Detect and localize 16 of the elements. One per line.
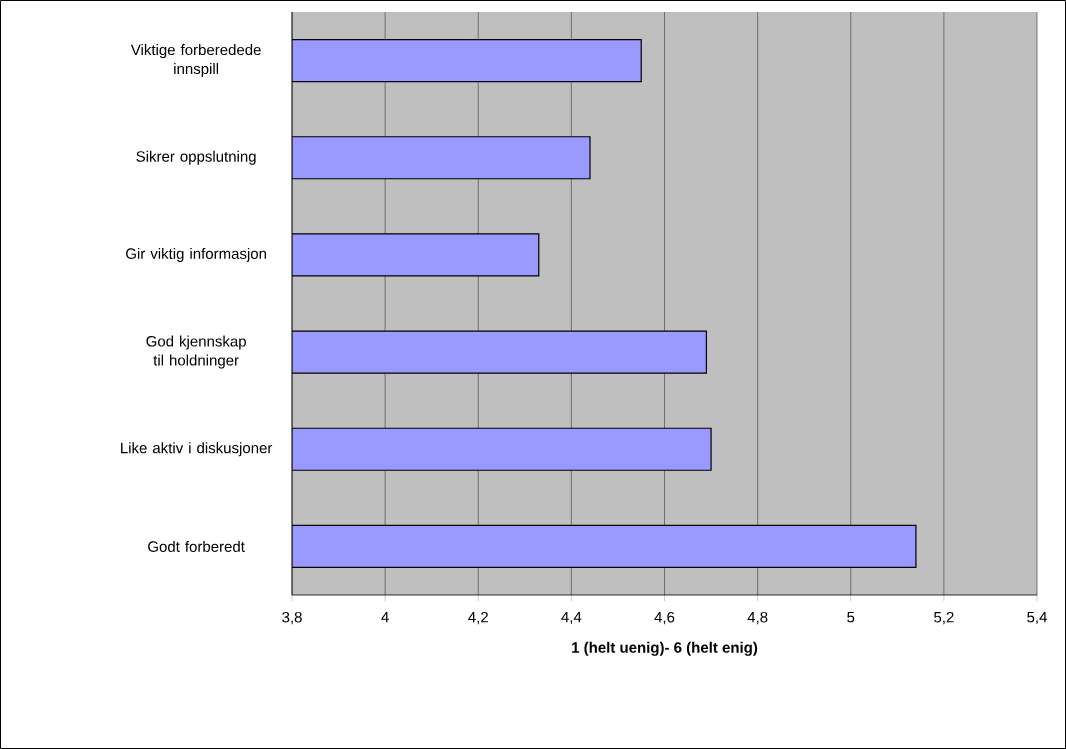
y-tick-label: Like aktiv i diskusjoner — [121, 442, 273, 457]
x-tick-label: 4,4 — [561, 611, 582, 625]
y-tick-label: God kjennskap til holdninger — [146, 335, 246, 369]
x-tick-label: 5,2 — [934, 611, 954, 625]
x-axis-title: 1 (helt uenig)- 6 (helt enig) — [572, 641, 758, 656]
y-tick-label: Sikrer oppslutning — [136, 150, 256, 165]
x-tick-label: 3,8 — [282, 611, 302, 625]
x-tick-label: 4,2 — [468, 611, 488, 625]
x-tick-label: 4 — [381, 611, 389, 623]
x-tick-label: 5 — [847, 611, 855, 623]
x-tick-label: 4,8 — [747, 611, 768, 625]
y-tick-label: Godt forberedt — [148, 540, 245, 552]
x-tick-label: 4,6 — [654, 611, 675, 625]
x-tick-label: 5,4 — [1027, 611, 1047, 625]
y-tick-label: Viktige forberedede innspill — [130, 44, 261, 78]
y-tick-label: Gir viktig informasjon — [126, 247, 266, 262]
